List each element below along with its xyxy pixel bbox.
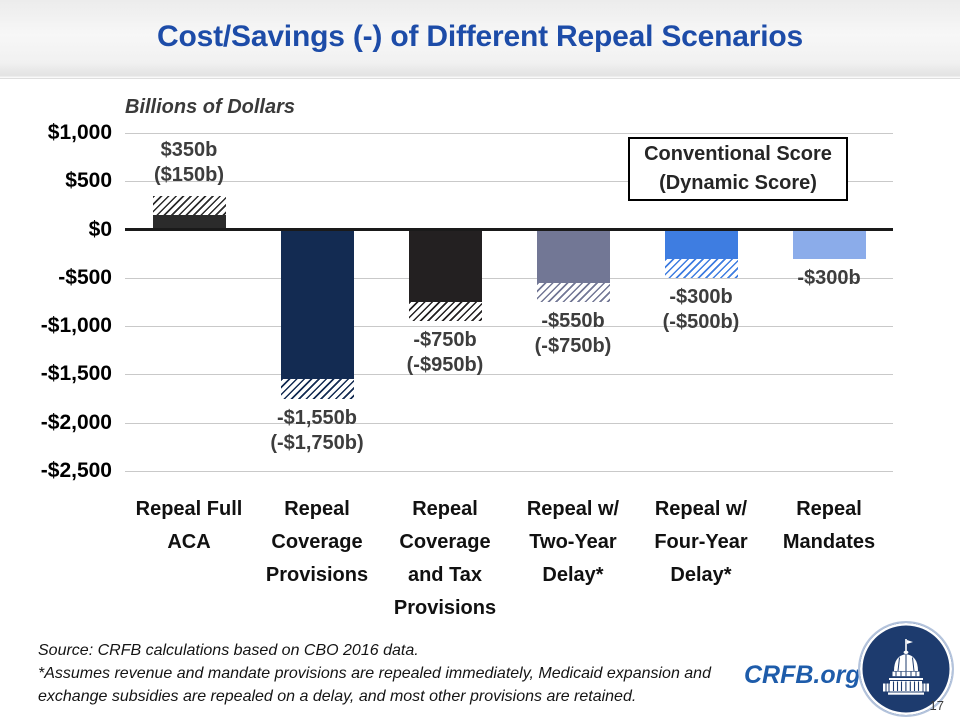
legend-box: Conventional Score (Dynamic Score): [628, 137, 848, 201]
bar-hatched-segment: [408, 302, 482, 322]
category-label: Repeal Coverage and Tax Provisions: [370, 493, 520, 625]
y-tick-label: $500: [65, 169, 112, 193]
bar-value-line: -$750b: [413, 329, 477, 352]
capitol-dome-icon: [883, 639, 929, 695]
category-line: Delay*: [670, 564, 732, 586]
y-tick-label: -$2,000: [40, 410, 112, 434]
category-label: Repeal Coverage Provisions: [242, 493, 392, 592]
bar-value-label: -$300b (-$500b): [616, 285, 786, 335]
y-tick-label: $0: [88, 217, 112, 241]
bar-value-line: (-$750b): [534, 335, 612, 357]
bar-value-line: ($150b): [153, 163, 225, 186]
gridline: [125, 374, 893, 376]
legend-dynamic-score: (Dynamic Score): [659, 172, 817, 194]
category-line: Provisions: [393, 597, 497, 619]
legend-conventional-score: Conventional Score: [644, 143, 832, 165]
gridline: [125, 471, 893, 472]
gridline: [125, 422, 893, 424]
category-line: Delay*: [542, 564, 604, 586]
y-tick-label: -$1,500: [40, 362, 112, 386]
bar-hatched-segment: [152, 195, 226, 216]
category-line: Coverage: [399, 531, 491, 553]
footnote-line-3: exchange subsidies are repealed on a del…: [38, 688, 637, 705]
category-line: Two-Year: [529, 531, 617, 553]
y-tick-label: -$500: [58, 265, 112, 289]
bar-value-line: -$550b: [541, 310, 605, 332]
category-line: Provisions: [265, 564, 369, 586]
bar-solid-segment: [280, 229, 354, 380]
gridline: [125, 326, 893, 328]
bar-value-line: (-$950b): [406, 354, 484, 377]
category-label: Repeal w/Four-Year Delay*: [626, 493, 776, 592]
category-line: Repeal: [412, 498, 478, 520]
category-line: Repeal w/: [526, 498, 620, 520]
category-line: Four-Year: [654, 531, 748, 553]
bar-solid-segment: [664, 229, 738, 259]
bar-value-label: -$300b: [744, 266, 914, 291]
page-title: Cost/Savings (-) of Different Repeal Sce…: [157, 20, 803, 53]
bar-value-line: (-$500b): [662, 310, 740, 333]
bar-value-line: $350b: [160, 138, 218, 161]
y-tick-label: -$1,000: [40, 314, 112, 338]
category-line: Repeal: [284, 498, 350, 520]
category-label: Repeal Full ACA: [114, 493, 264, 559]
y-tick-label: -$2,500: [40, 459, 112, 482]
category-line: and Tax: [407, 564, 483, 586]
category-label: Repeal w/Two-Year Delay*: [498, 493, 648, 592]
bar-value-label: -$550b (-$750b): [488, 309, 658, 359]
bar-hatched-segment: [536, 282, 610, 302]
category-label: Repeal Mandates: [754, 493, 904, 559]
category-line: Repeal: [796, 498, 862, 520]
category-line: Coverage: [271, 531, 363, 553]
zero-axis-line: [125, 228, 893, 232]
crfb-org-wordmark: CRFB.org: [744, 661, 861, 689]
category-line: Repeal w/: [654, 498, 748, 520]
bar-solid-segment: [536, 229, 610, 283]
footnote-line-1: Source: CRFB calculations based on CBO 2…: [38, 642, 419, 659]
category-line: Mandates: [782, 531, 876, 553]
gridline: [125, 181, 893, 183]
page-number: 17: [929, 698, 944, 713]
bar-value-line: (-$1,750b): [270, 431, 364, 454]
gridline: [125, 133, 893, 134]
bar-value-label: -$1,550b (-$1,750b): [232, 406, 402, 456]
bar-solid-segment: [408, 229, 482, 302]
category-line: ACA: [167, 531, 211, 553]
footnote-line-2: *Assumes revenue and mandate provisions …: [38, 665, 711, 682]
bar-hatched-segment: [664, 258, 738, 278]
gridline: [125, 277, 893, 279]
bar-hatched-segment: [280, 379, 354, 399]
y-axis-title: Billions of Dollars: [125, 96, 296, 118]
category-line: Repeal Full: [135, 498, 243, 520]
bar-value-label: -$750b (-$950b): [360, 328, 530, 378]
bar-value-line: -$1,550b: [276, 406, 358, 429]
bar-solid-segment: [792, 229, 866, 259]
crfb-capitol-logo: [858, 621, 954, 717]
slide-header: Cost/Savings (-) of Different Repeal Sce…: [0, 0, 960, 79]
bar-value-line: -$300b: [669, 285, 733, 308]
y-tick-label: $1,000: [47, 121, 112, 144]
bar-solid-segment: [152, 215, 226, 230]
source-footnote: Source: CRFB calculations based on CBO 2…: [38, 639, 711, 708]
bar-value-label: $350b ($150b): [104, 138, 274, 188]
bar-value-line: -$300b: [797, 266, 861, 289]
